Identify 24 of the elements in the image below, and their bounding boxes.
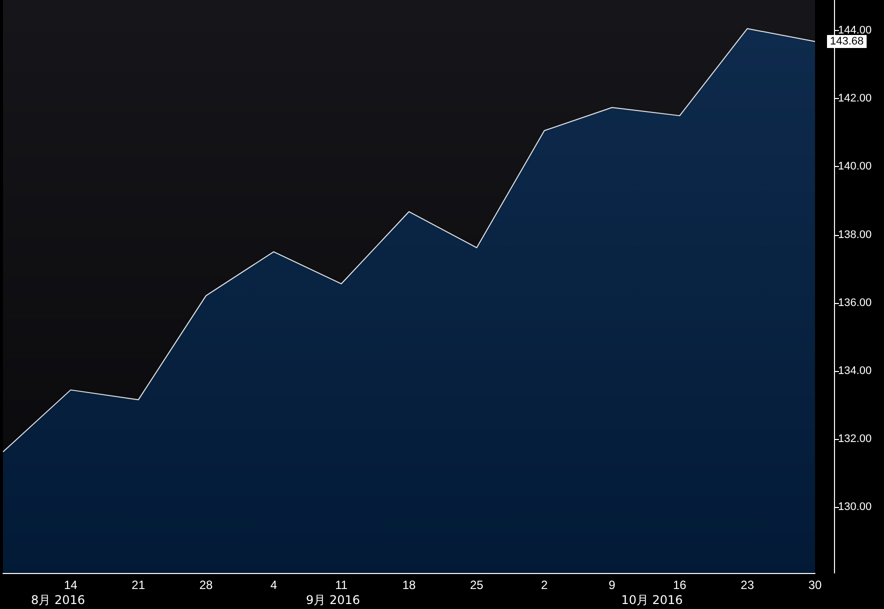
x-tick-label: 28 [199, 578, 213, 592]
x-tick-label: 4 [270, 578, 278, 592]
x-tick-label: 2 [540, 578, 548, 592]
x-tick-label: 9 [608, 578, 616, 592]
y-tick-label: 130.00 [838, 500, 872, 513]
y-tick-label: 142.00 [838, 92, 872, 105]
x-tick-label: 18 [402, 578, 416, 592]
data-label: 143.68 [830, 36, 864, 48]
text: 10月 2016 [621, 593, 683, 607]
text: 9月 2016 [306, 593, 360, 607]
x-tick-label: 25 [470, 578, 484, 592]
x-tick-label: 30 [808, 578, 822, 592]
x-tick-label: 11 [335, 578, 348, 592]
x-tick-label: 23 [740, 578, 754, 592]
y-tick-label: 134.00 [838, 364, 872, 377]
y-tick-label: 138.00 [838, 228, 872, 241]
x-tick-label: 14 [64, 578, 78, 592]
x-tick-label: 16 [672, 578, 687, 592]
y-tick-label: 132.00 [838, 432, 872, 445]
y-tick-label: 136.00 [838, 296, 872, 309]
y-tick-label: 140.00 [838, 160, 872, 173]
text: 8月 2016 [31, 593, 85, 607]
y-tick-label: 144.00 [838, 24, 872, 37]
x-tick-label: 21 [132, 578, 146, 592]
